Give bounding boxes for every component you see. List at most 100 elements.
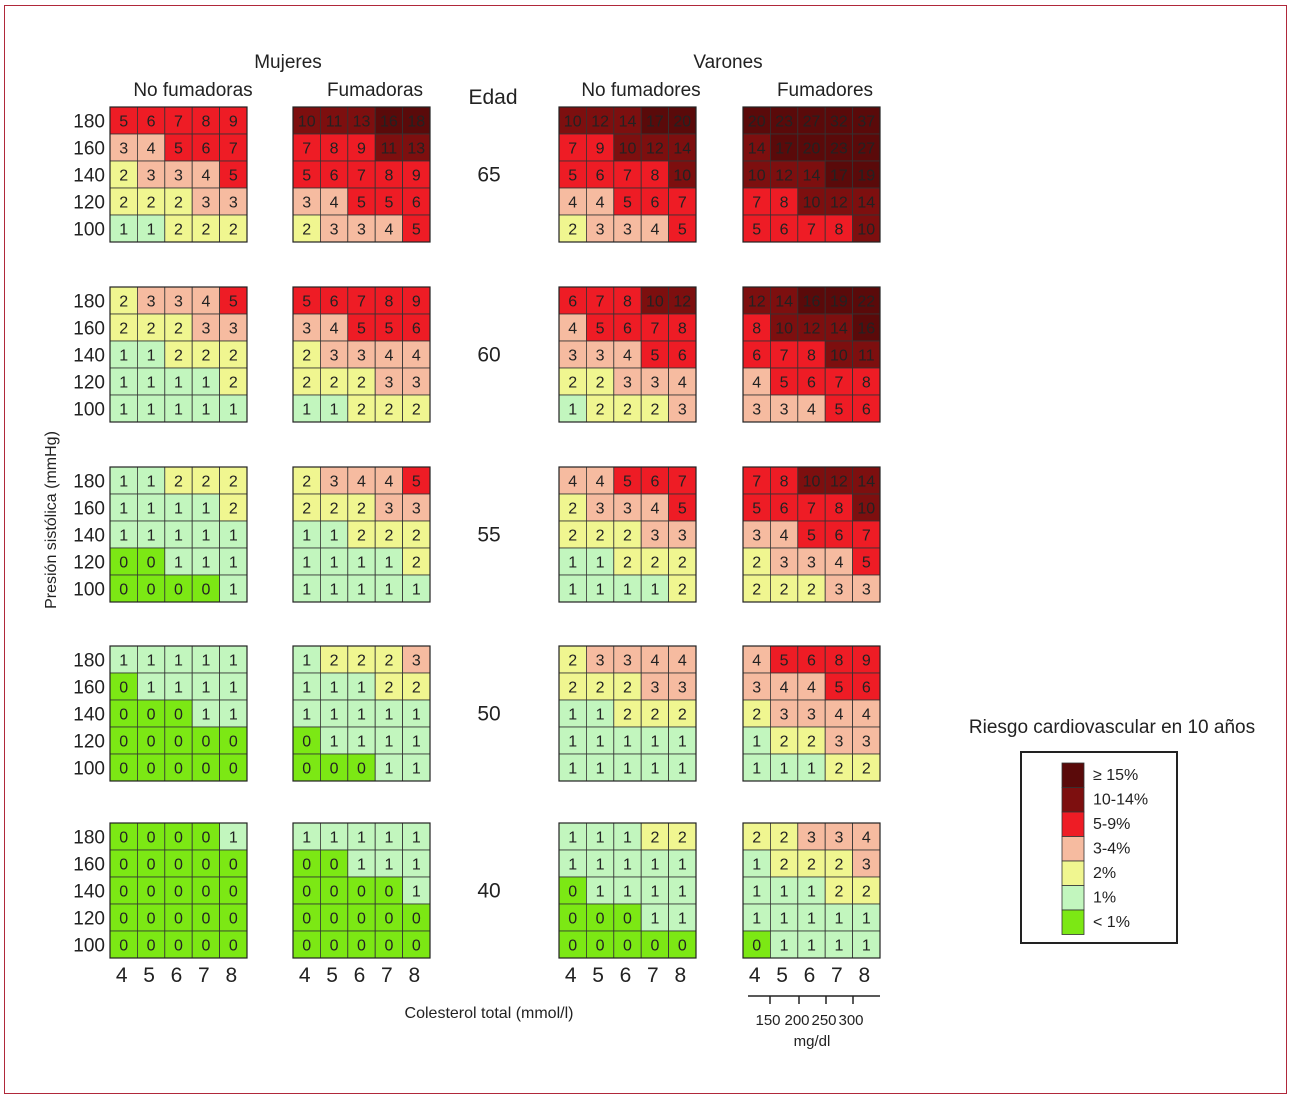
cell-value-label: 5 [384, 195, 393, 212]
cell-value-label: 8 [834, 653, 843, 670]
heatmap-cell [347, 367, 376, 396]
cell-value-label: 0 [119, 911, 128, 928]
cell-value-label: 1 [650, 734, 659, 751]
heatmap-cell [292, 876, 321, 905]
x-axis-title: Colesterol total (mmol/l) [405, 1005, 574, 1022]
cell-value-label: 0 [384, 884, 393, 901]
cell-value-label: 16 [857, 321, 875, 338]
cell-value-label: 1 [229, 582, 238, 599]
cell-value-label: 1 [596, 884, 605, 901]
cell-value-label: 2 [780, 734, 789, 751]
cell-value-label: 1 [678, 857, 687, 874]
cell-value-label: 0 [147, 707, 156, 724]
cell-value-label: 9 [357, 141, 366, 158]
heatmap-cell [770, 574, 799, 603]
cell-value-label: 1 [623, 761, 632, 778]
heatmap-cell [797, 466, 826, 495]
heatmap-cell [797, 367, 826, 396]
y-tick-label: 180 [73, 292, 105, 313]
heatmap-cell [319, 214, 349, 243]
cell-value-label: 1 [330, 680, 339, 697]
heatmap-cell [191, 466, 220, 495]
cell-value-label: 7 [862, 528, 871, 545]
cell-value-label: 1 [302, 830, 311, 847]
cell-value-label: 2 [147, 195, 156, 212]
heatmap-cell [374, 133, 404, 162]
cell-value-label: 14 [803, 168, 821, 185]
y-tick-label: 120 [73, 373, 105, 394]
cell-value-label: 1 [596, 761, 605, 778]
cell-value-label: 4 [834, 707, 843, 724]
cell-value-label: 0 [147, 830, 156, 847]
heatmap-cell [136, 726, 166, 755]
cell-value-label: 14 [775, 294, 793, 311]
cell-value-label: 1 [384, 707, 393, 724]
heatmap-cell [292, 187, 321, 216]
cell-value-label: 0 [201, 938, 210, 955]
cell-value-label: 1 [201, 707, 210, 724]
heatmap-cell [374, 367, 404, 396]
heatmap-cell [191, 753, 220, 782]
cell-value-label: 2 [384, 653, 393, 670]
heatmap-cell [613, 340, 642, 369]
heatmap-cell [374, 394, 404, 423]
grid-border [558, 822, 697, 959]
cell-value-label: 3 [596, 222, 605, 239]
cell-value-label: 5 [862, 555, 871, 572]
cell-value-label: 2 [384, 402, 393, 419]
cell-value-label: 10 [830, 348, 848, 365]
heatmap-cell [374, 547, 404, 576]
heatmap-cell [640, 876, 670, 905]
cell-value-label: 1 [596, 857, 605, 874]
heatmap-cell [668, 753, 697, 782]
cell-value-label: 1 [302, 528, 311, 545]
heatmap-cell [219, 930, 248, 959]
legend-swatch [1061, 836, 1085, 862]
legend-label: 3-4% [1093, 841, 1130, 858]
cell-value-label: 2 [780, 830, 789, 847]
cell-value-label: 32 [830, 114, 848, 131]
y-tick-label: 140 [73, 166, 105, 187]
heatmap-cell [292, 214, 321, 243]
heatmap-cell [292, 930, 321, 959]
cell-value-label: 19 [830, 294, 848, 311]
grid-border [109, 466, 248, 603]
y-tick-label: 120 [73, 732, 105, 753]
y-tick-label: 160 [73, 678, 105, 699]
cell-value-label: 6 [807, 375, 816, 392]
cell-value-label: 0 [174, 911, 183, 928]
heatmap-cell [109, 394, 138, 423]
heatmap-cell [136, 394, 166, 423]
heatmap-cell [374, 699, 404, 728]
heatmap-cell [852, 133, 881, 162]
cell-value-label: 6 [330, 168, 339, 185]
cell-value-label: 1 [119, 474, 128, 491]
cell-value-label: 4 [807, 402, 816, 419]
cell-value-label: 3 [147, 168, 156, 185]
heatmap-cell [347, 133, 376, 162]
cell-value-label: 2 [862, 761, 871, 778]
heatmap-cell [770, 903, 799, 932]
cell-value-label: 2 [623, 528, 632, 545]
figure-frame [4, 5, 1287, 1094]
cell-value-label: 1 [302, 402, 311, 419]
heatmap-cell [852, 214, 881, 243]
heatmap-cell [797, 876, 826, 905]
heatmap-cell [191, 160, 220, 189]
cell-value-label: 5 [302, 168, 311, 185]
heatmap-cell [770, 466, 799, 495]
heatmap-cell [668, 903, 697, 932]
x-tick-label: 5 [776, 964, 788, 987]
cell-value-label: 2 [412, 555, 421, 572]
heatmap-cell [164, 753, 193, 782]
legend-swatch [1061, 811, 1085, 837]
heatmap-cell [742, 849, 771, 878]
cell-value-label: 1 [174, 653, 183, 670]
cell-value-label: 1 [147, 680, 156, 697]
cell-value-label: 27 [857, 141, 875, 158]
heatmap-cell [668, 930, 697, 959]
x-tick-label: 4 [299, 964, 311, 987]
mgdl-tick-label: 200 [784, 1012, 809, 1029]
cell-value-label: 2 [650, 707, 659, 724]
cell-value-label: 2 [357, 501, 366, 518]
